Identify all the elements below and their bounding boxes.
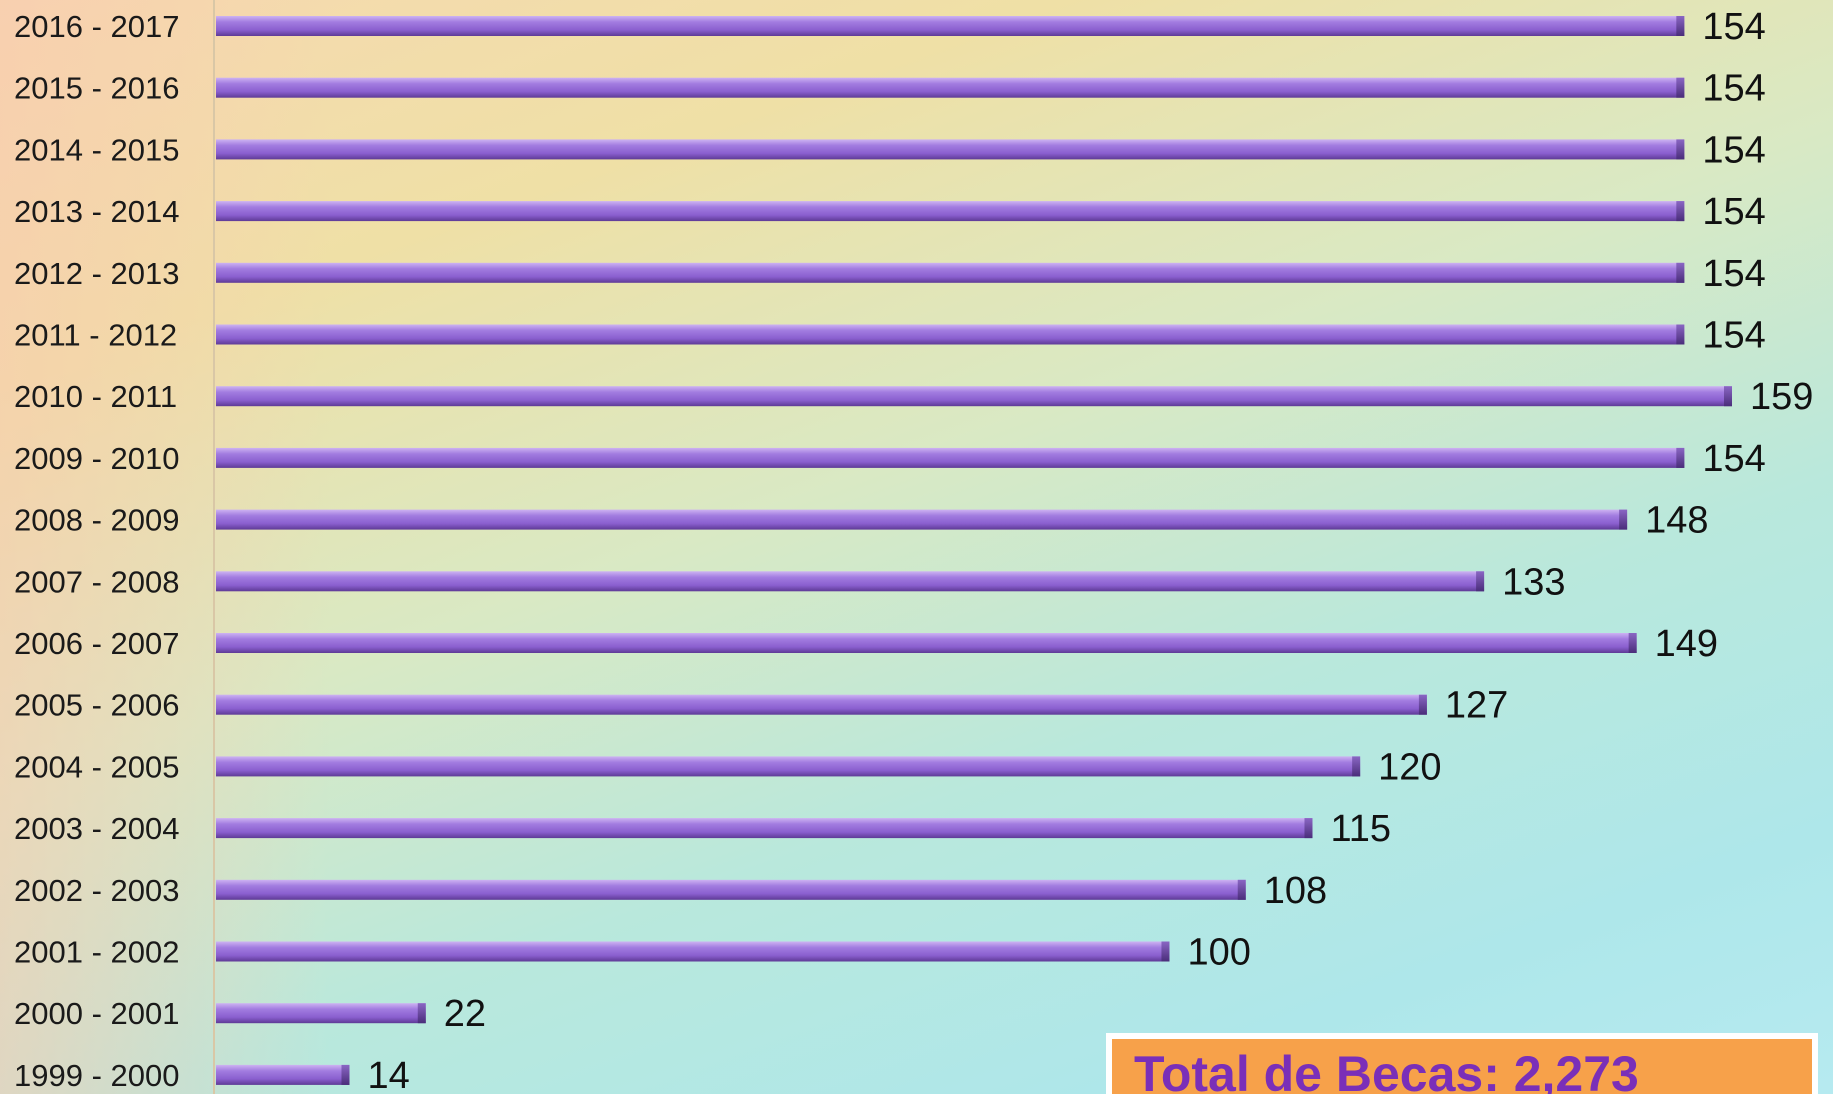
bar-16	[216, 1003, 426, 1024]
category-label-12: 2004 - 2005	[14, 749, 179, 784]
bar-1	[216, 77, 1685, 98]
bar-cap-7	[1676, 447, 1685, 468]
category-label-16: 2000 - 2001	[14, 996, 179, 1031]
bar-cap-14	[1237, 879, 1246, 900]
category-labels: 2016 - 2017 2015 - 2016 2014 - 2015 2013 - …	[14, 9, 179, 1093]
total-box: Total de Becas: 2,273	[1106, 1033, 1818, 1094]
bar-cap-1	[1676, 77, 1685, 98]
bar-cap-11	[1418, 694, 1427, 715]
category-label-3: 2013 - 2014	[14, 194, 179, 229]
bar-cap-13	[1304, 818, 1313, 839]
category-label-7: 2009 - 2010	[14, 441, 179, 476]
total-text: Total de Becas: 2,273	[1134, 1046, 1639, 1094]
bar-cap-3	[1676, 201, 1685, 222]
bar-12	[216, 756, 1361, 777]
value-label-14: 108	[1264, 870, 1327, 912]
value-label-7: 154	[1702, 438, 1765, 480]
value-label-13: 115	[1330, 808, 1391, 850]
value-label-5: 154	[1702, 315, 1765, 357]
bar-6	[216, 386, 1732, 407]
category-label-11: 2005 - 2006	[14, 688, 179, 723]
bar-7	[216, 447, 1685, 468]
category-label-15: 2001 - 2002	[14, 935, 179, 970]
value-label-9: 133	[1502, 561, 1565, 603]
value-label-12: 120	[1378, 746, 1441, 788]
category-label-2: 2014 - 2015	[14, 132, 179, 167]
bar-cap-8	[1619, 509, 1628, 530]
category-label-8: 2008 - 2009	[14, 503, 179, 538]
value-label-8: 148	[1645, 500, 1708, 542]
bar-15	[216, 941, 1170, 962]
value-label-2: 154	[1702, 129, 1765, 171]
bar-10	[216, 633, 1637, 653]
bar-3	[216, 201, 1685, 222]
bar-cap-9	[1476, 571, 1485, 592]
bar-4	[216, 262, 1685, 283]
bar-cap-12	[1352, 756, 1361, 777]
category-label-9: 2007 - 2008	[14, 564, 179, 599]
category-label-17: 1999 - 2000	[14, 1058, 179, 1093]
value-label-3: 154	[1702, 191, 1765, 233]
value-label-11: 127	[1445, 685, 1508, 727]
bar-14	[216, 879, 1246, 900]
bar-cap-2	[1676, 139, 1685, 160]
value-label-0: 154	[1702, 6, 1765, 48]
bar-0	[216, 16, 1685, 36]
bar-cap-5	[1676, 324, 1685, 345]
bar-2	[216, 139, 1685, 160]
bar-17	[216, 1064, 350, 1085]
bar-cap-10	[1628, 633, 1637, 653]
value-label-1: 154	[1702, 68, 1765, 110]
bars	[216, 16, 1732, 1085]
bar-11	[216, 694, 1427, 715]
bar-13	[216, 818, 1313, 839]
category-label-1: 2015 - 2016	[14, 71, 179, 106]
category-label-10: 2006 - 2007	[14, 626, 179, 661]
value-label-6: 159	[1750, 376, 1813, 418]
bar-9	[216, 571, 1485, 592]
category-label-14: 2002 - 2003	[14, 873, 179, 908]
value-label-15: 100	[1187, 932, 1250, 974]
value-label-17: 14	[367, 1055, 409, 1094]
value-label-10: 149	[1655, 623, 1718, 665]
bar-cap-17	[341, 1064, 350, 1085]
bar-8	[216, 509, 1628, 530]
value-label-16: 22	[444, 993, 486, 1035]
category-label-13: 2003 - 2004	[14, 811, 179, 846]
bar-5	[216, 324, 1685, 345]
category-label-4: 2012 - 2013	[14, 256, 179, 291]
category-label-6: 2010 - 2011	[14, 379, 177, 414]
category-label-0: 2016 - 2017	[14, 9, 179, 44]
bar-cap-15	[1161, 941, 1170, 962]
bar-cap-0	[1676, 16, 1685, 36]
bar-cap-4	[1676, 262, 1685, 283]
value-label-4: 154	[1702, 253, 1765, 295]
bar-cap-16	[417, 1003, 426, 1024]
category-label-5: 2011 - 2012	[14, 318, 177, 353]
bar-cap-6	[1724, 386, 1732, 407]
